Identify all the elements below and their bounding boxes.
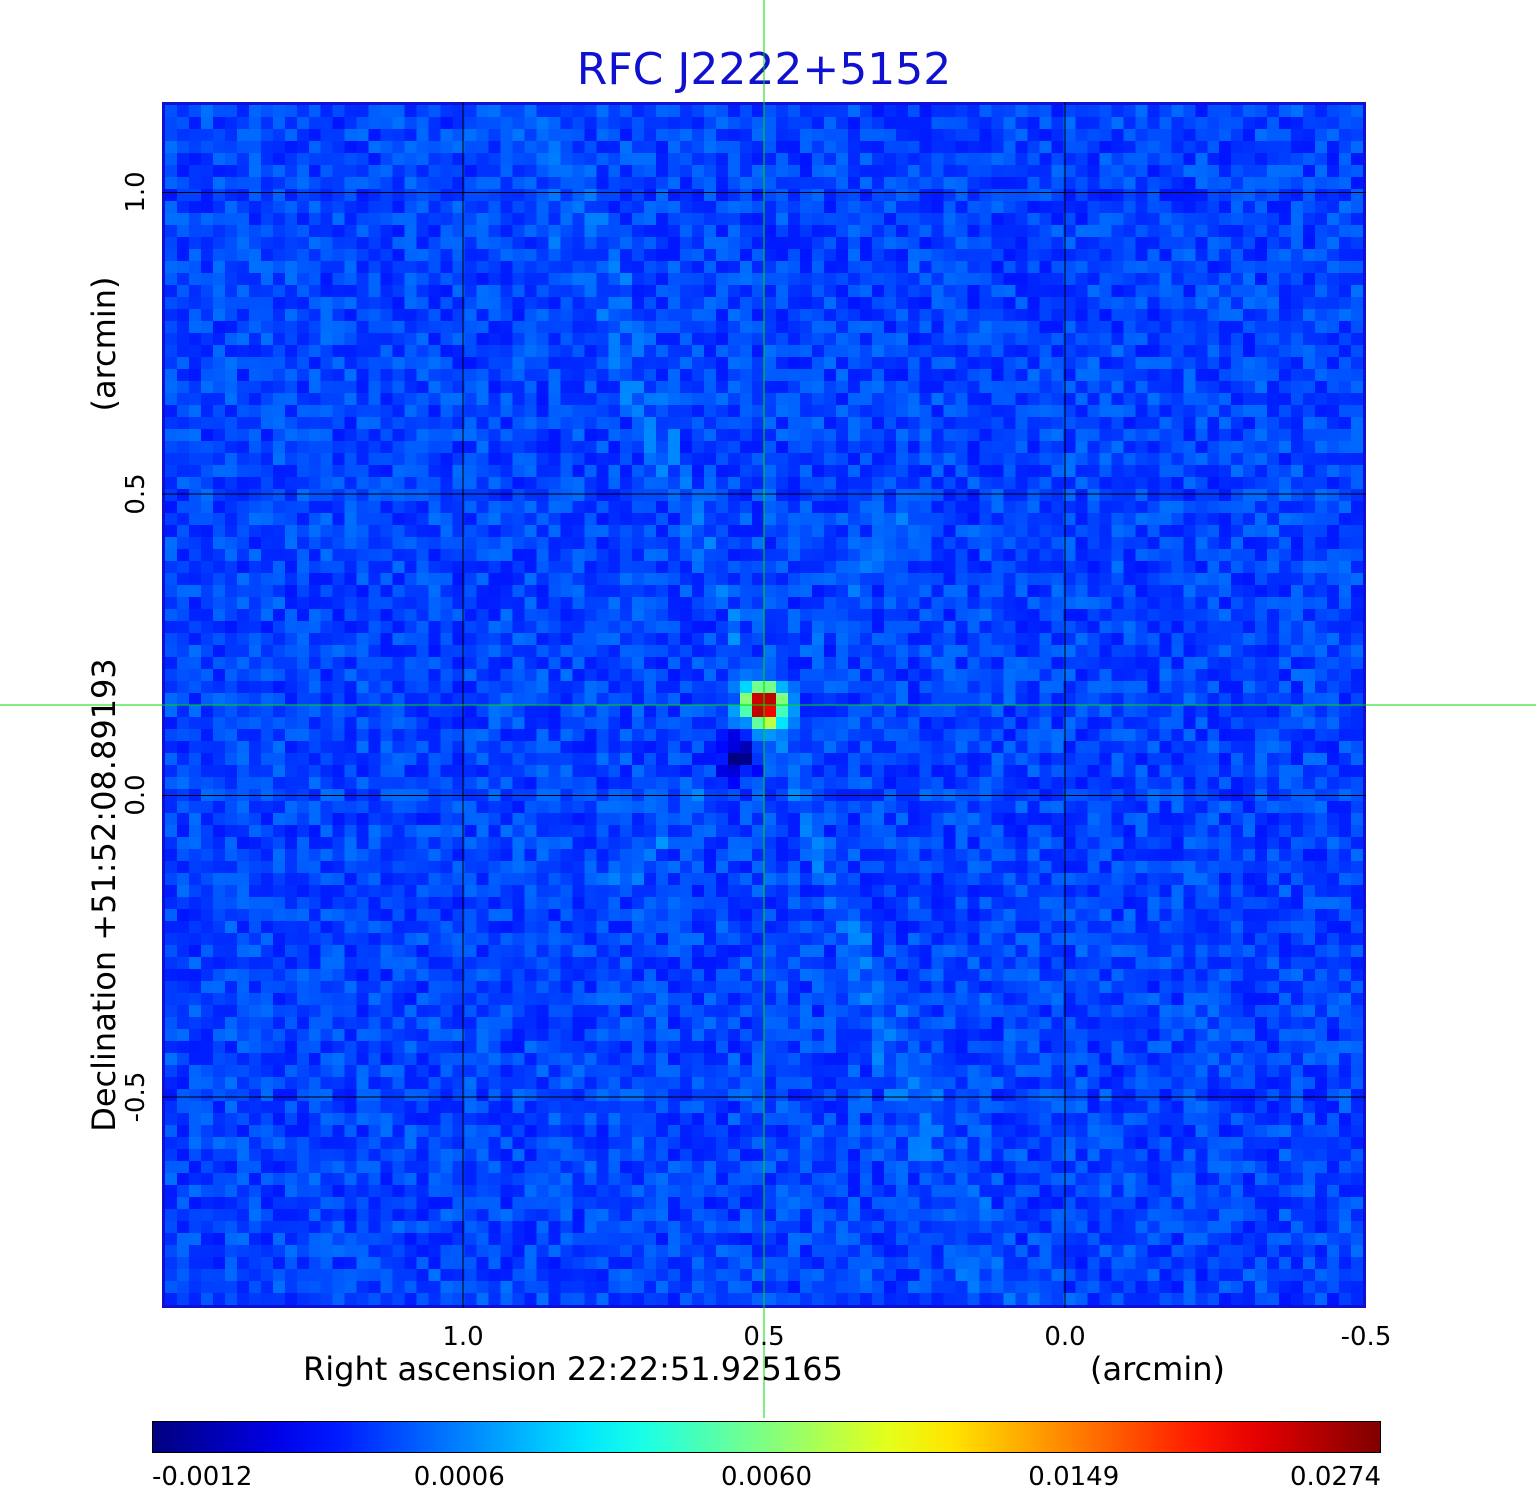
x-tick-label: 0.5: [743, 1322, 785, 1352]
colorbar-tick-label: 0.0274: [1290, 1462, 1381, 1492]
x-tick-label: 1.0: [442, 1322, 484, 1352]
colorbar-tick-label: -0.0012: [152, 1462, 253, 1492]
x-axis-unit: (arcmin): [1090, 1350, 1225, 1388]
y-axis-unit: (arcmin): [85, 276, 123, 412]
colorbar-tick-label: 0.0149: [1028, 1462, 1120, 1492]
y-tick-label: 0.0: [121, 774, 151, 817]
x-axis-label: Right ascension 22:22:51.925165: [303, 1350, 843, 1388]
y-tick-label: 0.5: [121, 473, 151, 515]
x-tick-label: 0.0: [1044, 1322, 1086, 1352]
colorbar-tick-label: 0.0060: [721, 1462, 812, 1492]
colorbar-tick-label: 0.0006: [413, 1462, 505, 1492]
sky-map: [162, 102, 1366, 1308]
x-tick-label: -0.5: [1340, 1322, 1392, 1352]
heatmap-image: [165, 105, 1363, 1305]
chart-title: RFC J2222+5152: [576, 44, 952, 95]
y-tick-label: -0.5: [121, 1071, 151, 1123]
colorbar: [152, 1421, 1381, 1453]
y-tick-label: 1.0: [121, 171, 151, 214]
y-axis-label: Declination +51:52:08.89193: [85, 658, 123, 1132]
